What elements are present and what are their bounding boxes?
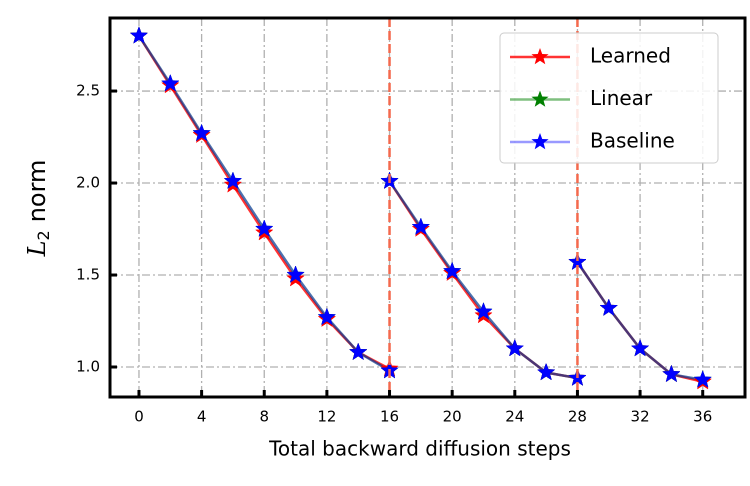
legend-marker — [531, 48, 549, 65]
series-marker — [505, 338, 525, 357]
series-marker — [662, 364, 681, 383]
x-tick-label: 28 — [568, 408, 587, 426]
legend-label: Learned — [590, 44, 671, 68]
plot-frame — [108, 16, 747, 399]
series-marker — [161, 73, 180, 92]
legend-marker — [531, 133, 549, 150]
series-marker — [223, 171, 243, 190]
x-tick-label: 4 — [197, 408, 207, 426]
series-marker — [442, 261, 462, 280]
series-marker — [286, 265, 305, 283]
series-marker — [192, 123, 211, 142]
x-tick-label: 12 — [317, 408, 336, 426]
y-tick-label: 1.0 — [76, 358, 100, 376]
x-tick-label: 16 — [380, 408, 399, 426]
legend-label: Baseline — [590, 129, 675, 153]
x-tick-label: 24 — [505, 408, 524, 426]
y-tick-label: 2.0 — [76, 174, 100, 192]
legend-marker — [531, 90, 549, 107]
y-tick-label: 2.5 — [76, 82, 100, 100]
series-marker — [536, 362, 556, 381]
y-label-symbol: L — [23, 240, 51, 257]
x-tick-label: 32 — [631, 408, 650, 426]
series-marker — [630, 338, 650, 357]
series-marker — [693, 370, 712, 388]
x-tick-label: 20 — [443, 408, 462, 426]
y-tick-label: 1.5 — [76, 266, 100, 284]
y-label-text: norm — [23, 160, 51, 223]
x-tick-label: 0 — [134, 408, 144, 426]
x-tick-label: 8 — [259, 408, 269, 426]
series-marker — [255, 219, 274, 237]
series-marker — [411, 217, 431, 236]
x-tick-label: 36 — [693, 408, 712, 426]
y-axis-label: L2 norm — [23, 160, 53, 258]
series-marker — [474, 302, 493, 320]
legend-box — [499, 32, 719, 164]
series-marker — [348, 342, 368, 361]
x-axis-label: Total backward diffusion steps — [268, 437, 571, 461]
legend-label: Linear — [590, 86, 653, 110]
series-marker — [599, 298, 618, 316]
series-marker — [317, 307, 337, 326]
y-label-subscript: 2 — [34, 230, 53, 240]
series-marker — [129, 26, 149, 44]
